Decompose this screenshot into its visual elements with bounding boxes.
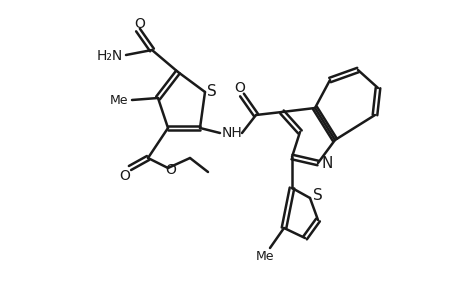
Text: O: O [134,17,145,31]
Text: H₂N: H₂N [97,49,123,63]
Text: S: S [313,188,322,203]
Text: O: O [234,81,245,95]
Text: S: S [207,83,216,98]
Text: O: O [119,169,130,183]
Text: N: N [321,155,332,170]
Text: Me: Me [110,94,128,106]
Text: NH: NH [221,126,242,140]
Text: Me: Me [255,250,274,262]
Text: O: O [165,163,176,177]
